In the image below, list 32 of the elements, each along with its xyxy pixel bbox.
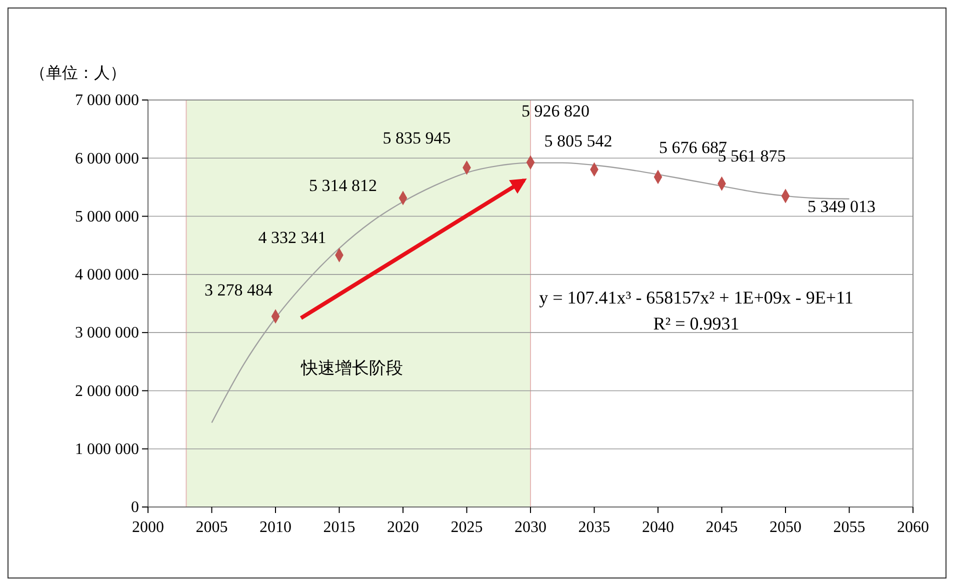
data-label: 5 314 812 [309,176,377,195]
x-tick-label: 2020 [387,519,419,536]
y-axis-title: （单位：人） [30,63,126,82]
y-tick-label: 1 000 000 [75,440,139,458]
x-tick-label: 2015 [323,519,356,536]
x-tick-label: 2010 [260,519,292,536]
y-tick-label: 4 000 000 [75,266,139,284]
y-tick-label: 2 000 000 [75,382,139,400]
data-label: 5 926 820 [522,101,590,120]
x-tick-label: 2005 [196,519,228,536]
data-label: 5 349 013 [808,196,876,216]
y-tick-label: 3 000 000 [75,324,139,342]
data-label: 5 835 945 [382,128,451,148]
x-tick-label: 2045 [706,519,738,536]
annotation: y = 107.41x³ - 658157x² + 1E+09x - 9E+11 [539,288,854,308]
x-tick-label: 2000 [132,519,164,536]
x-tick-label: 2025 [450,519,483,536]
y-tick-label: 6 000 000 [75,150,139,168]
y-tick-label: 7 000 000 [75,92,139,110]
y-tick-label: 5 000 000 [75,208,139,226]
x-tick-label: 2035 [578,519,610,536]
x-tick-label: 2060 [897,519,929,536]
x-tick-label: 2030 [514,519,546,536]
x-tick-label: 2055 [833,519,866,536]
x-tick-label: 2050 [770,519,802,536]
x-tick-label: 2040 [642,519,674,536]
annotation: R² = 0.9931 [653,314,740,334]
y-tick-label: 0 [131,499,139,516]
annotation: 快速增长阶段 [300,358,403,378]
data-label: 5 805 542 [544,131,612,150]
data-label: 4 332 341 [258,228,326,248]
data-label: 3 278 484 [204,280,273,300]
